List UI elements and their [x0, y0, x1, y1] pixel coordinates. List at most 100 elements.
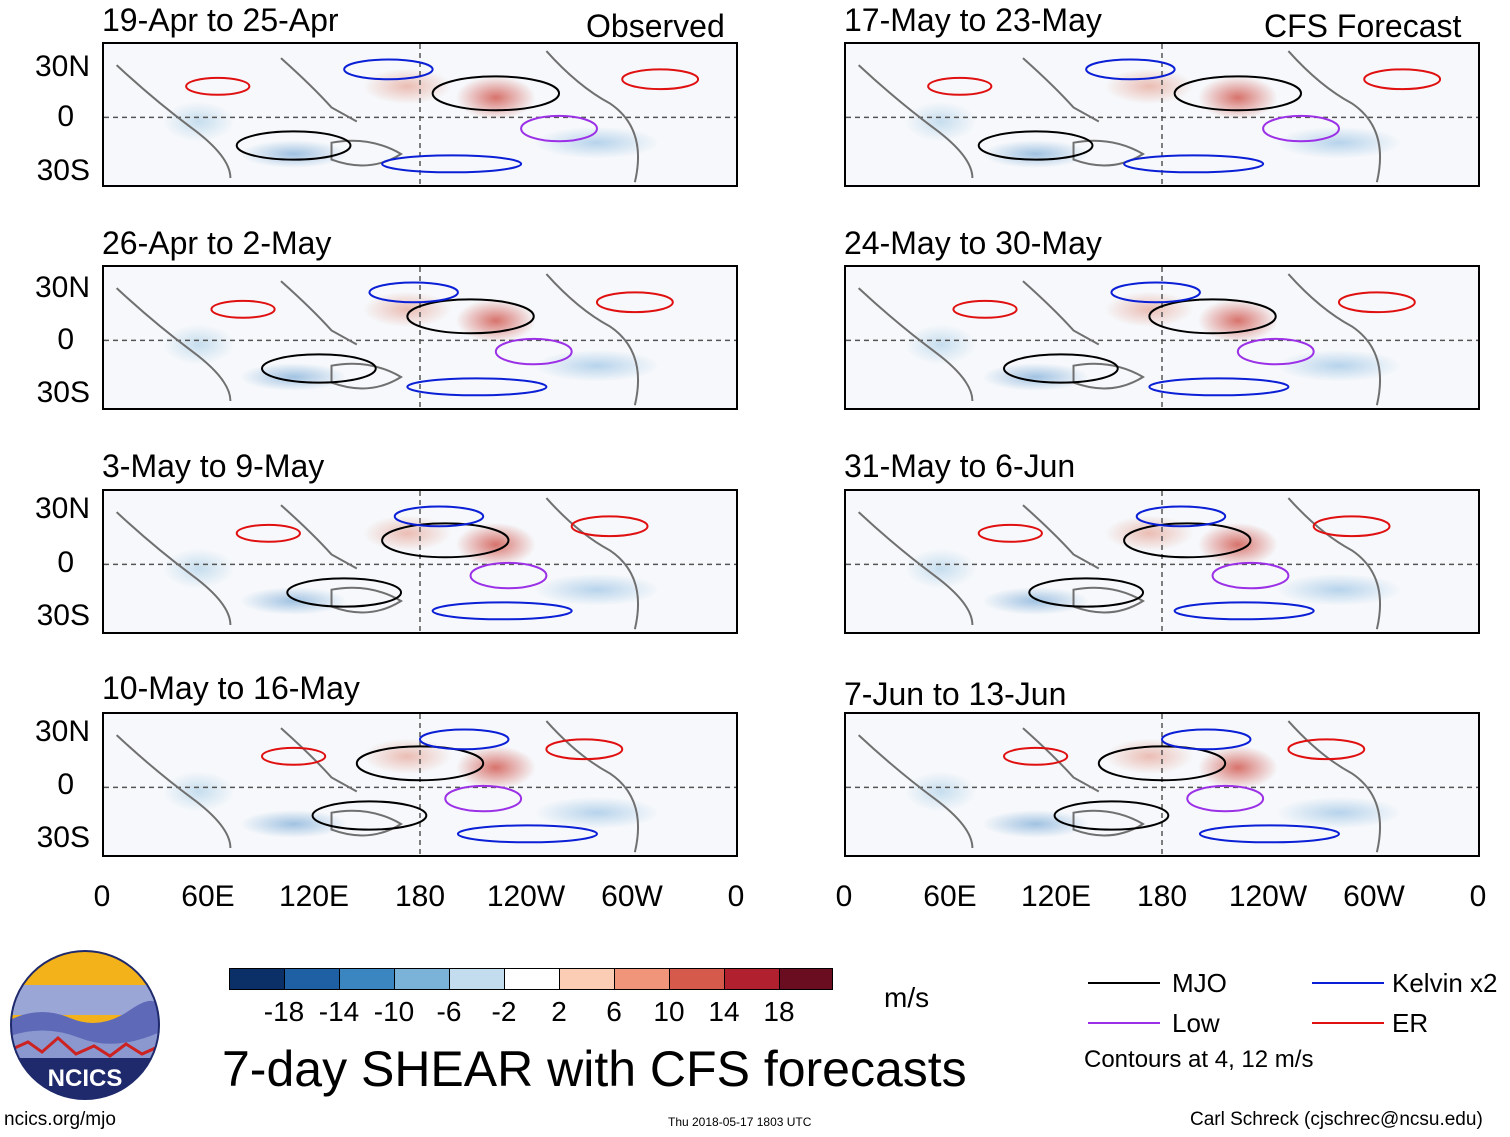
- legend-label-low: Low: [1172, 1008, 1220, 1038]
- coastline-americas: [545, 50, 639, 183]
- lon-label-120e: 120E: [278, 880, 350, 913]
- contour-kelvin: [1110, 281, 1201, 304]
- contour-er: [952, 299, 1018, 319]
- colorbar-tick: -6: [436, 996, 462, 1027]
- coastline-asia: [1022, 504, 1100, 570]
- timestamp: Thu 2018-05-17 1803 UTC: [668, 1115, 812, 1129]
- contour-low: [1186, 784, 1265, 813]
- logo-text: NCICS: [48, 1065, 123, 1092]
- contour-kelvin: [431, 601, 573, 621]
- contour-kelvin: [1198, 824, 1340, 844]
- map-panel-forecast-4: [844, 712, 1480, 857]
- coastline-asia: [280, 280, 358, 346]
- coastline-americas: [545, 273, 639, 406]
- contour-mjo: [1097, 745, 1227, 782]
- coastline-americas: [1287, 497, 1381, 630]
- contour-er: [1337, 291, 1416, 314]
- author-credit: Carl Schreck (cjschrec@ncsu.edu): [1190, 1109, 1483, 1130]
- lon-label-60e: 60E: [181, 880, 235, 913]
- lon-label-180: 180: [394, 880, 446, 913]
- contour-kelvin: [1161, 728, 1252, 751]
- contour-mjo: [1123, 522, 1252, 559]
- coastline-asia: [280, 504, 358, 570]
- panel-title-observed-3: 3-May to 9-May: [102, 448, 325, 484]
- map-panel-observed-4: [102, 712, 738, 857]
- lat-label-eq: 0: [57, 546, 74, 579]
- map-overlay: [846, 714, 1478, 855]
- panel-title-forecast-3: 31-May to 6-Jun: [844, 448, 1076, 484]
- map-overlay: [846, 267, 1478, 408]
- contour-mjo: [286, 577, 403, 608]
- colorbar-swatch: [229, 968, 285, 990]
- legend-line-low: [1088, 1022, 1160, 1024]
- lat-label-30s: 30S: [36, 599, 90, 632]
- coastline-australia: [1072, 809, 1145, 837]
- contour-kelvin: [1148, 377, 1290, 397]
- contour-mjo: [431, 75, 561, 112]
- legend-label-er: ER: [1392, 1008, 1429, 1038]
- lat-label-30s: 30S: [36, 154, 90, 187]
- contour-kelvin: [368, 281, 459, 304]
- colorbar-tick: -18: [263, 996, 305, 1027]
- coastline-africa: [115, 734, 232, 849]
- lon-label-120w: 120W: [1228, 880, 1308, 913]
- colorbar-swatch: [559, 968, 615, 990]
- contour-mjo: [1053, 800, 1170, 831]
- lon-label-120w: 120W: [486, 880, 566, 913]
- colorbar-tick: 18: [763, 996, 795, 1027]
- lat-label-30n: 30N: [34, 50, 90, 83]
- legend-line-kelvin: [1312, 982, 1384, 984]
- contour-low: [1262, 114, 1340, 143]
- contour-kelvin: [381, 154, 523, 174]
- coastline-asia: [280, 57, 358, 123]
- coastline-australia: [330, 809, 403, 837]
- coastline-australia: [330, 139, 403, 167]
- contour-kelvin: [343, 58, 434, 81]
- colorbar: [229, 968, 833, 992]
- forecast-label: CFS Forecast: [1264, 8, 1462, 44]
- colorbar-tick: -14: [318, 996, 360, 1027]
- lon-label-60w: 60W: [601, 880, 663, 913]
- contour-er: [1287, 738, 1366, 761]
- colorbar-swatch: [614, 968, 670, 990]
- lat-label-30s: 30S: [36, 821, 90, 854]
- contour-er: [210, 299, 276, 319]
- contour-er: [621, 68, 700, 91]
- panel-title-observed-4: 10-May to 16-May: [102, 670, 360, 706]
- colorbar-swatch: [669, 968, 725, 990]
- coastline-asia: [1022, 57, 1100, 123]
- coastline-asia: [1022, 280, 1100, 346]
- contour-er: [1363, 68, 1442, 91]
- coastline-africa: [857, 64, 974, 179]
- contour-er: [927, 76, 993, 96]
- contour-low: [1211, 561, 1290, 590]
- map-overlay: [104, 714, 736, 855]
- source-url: ncics.org/mjo: [4, 1109, 116, 1130]
- colorbar-tick: 6: [606, 996, 622, 1027]
- coastline-australia: [330, 362, 403, 390]
- colorbar-swatch: [724, 968, 780, 990]
- contour-mjo: [1003, 353, 1119, 384]
- contour-er: [570, 515, 649, 538]
- lat-label-30n: 30N: [34, 715, 90, 748]
- contour-mjo: [977, 130, 1094, 161]
- colorbar-tick: -2: [491, 996, 517, 1027]
- contour-er: [595, 291, 674, 314]
- contour-mjo: [1148, 298, 1277, 335]
- contour-low: [494, 337, 573, 366]
- contour-mjo: [406, 298, 535, 335]
- contour-er: [977, 523, 1043, 543]
- contour-mjo: [381, 522, 510, 559]
- map-panel-observed-3: [102, 489, 738, 634]
- contour-er: [185, 76, 251, 96]
- lat-label-eq: 0: [57, 768, 74, 801]
- legend-line-er: [1312, 1022, 1384, 1024]
- colorbar-tick: -10: [373, 996, 415, 1027]
- panel-title-observed-1: 19-Apr to 25-Apr: [102, 2, 339, 38]
- coastline-africa: [857, 511, 974, 626]
- ncics-logo-graphic: NCICS: [10, 950, 160, 1100]
- colorbar-swatch: [449, 968, 505, 990]
- ncics-logo: NCICS: [10, 950, 160, 1100]
- main-title: 7-day SHEAR with CFS forecasts: [222, 1041, 967, 1097]
- colorbar-tick: 10: [653, 996, 685, 1027]
